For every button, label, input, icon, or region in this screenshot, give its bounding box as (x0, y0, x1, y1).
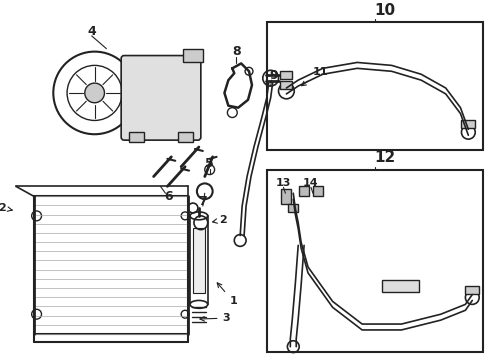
Bar (280, 71, 292, 79)
Text: 2: 2 (0, 203, 12, 213)
Bar (465, 286, 478, 293)
Text: 12: 12 (373, 150, 395, 165)
Text: 10: 10 (373, 3, 394, 18)
Bar (281, 189, 291, 204)
Text: 6: 6 (164, 190, 172, 203)
Text: 14: 14 (303, 179, 318, 188)
Bar (190, 216, 207, 304)
Text: 4: 4 (87, 26, 96, 39)
Bar (312, 186, 322, 196)
FancyBboxPatch shape (121, 55, 201, 140)
Bar (129, 132, 143, 142)
Bar (193, 228, 204, 293)
Text: 2: 2 (212, 215, 227, 225)
Bar (288, 204, 298, 212)
Ellipse shape (190, 301, 207, 308)
Bar (34, 196, 188, 334)
Bar (266, 170, 482, 352)
Bar (183, 49, 203, 62)
Bar (178, 132, 193, 142)
Text: 7: 7 (198, 195, 207, 208)
Bar (280, 81, 292, 89)
Text: 9: 9 (269, 69, 277, 82)
Ellipse shape (190, 212, 207, 220)
Bar (266, 22, 482, 150)
Text: 11: 11 (301, 67, 328, 86)
Text: 13: 13 (275, 179, 290, 188)
Text: 3: 3 (200, 313, 230, 323)
Bar (461, 121, 474, 128)
Text: 1: 1 (217, 283, 237, 306)
Circle shape (84, 83, 104, 103)
Text: 8: 8 (231, 45, 240, 58)
Bar (381, 280, 418, 292)
Text: 5: 5 (205, 157, 214, 170)
Bar (299, 186, 308, 196)
